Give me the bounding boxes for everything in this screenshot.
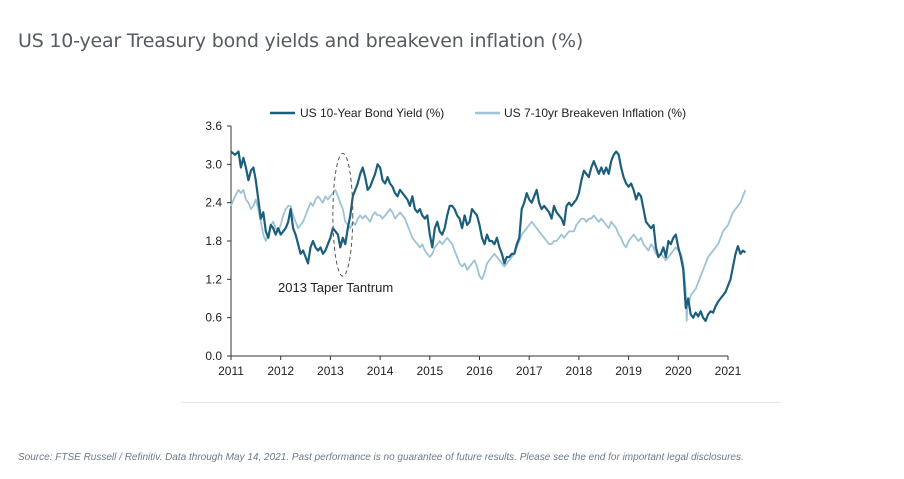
y-tick-label: 3.0 [205,157,222,171]
x-tick-label: 2018 [566,364,593,378]
taper-tantrum-ellipse [332,152,354,277]
series-line-breakeven [230,189,747,322]
y-tick-label: 1.2 [205,272,222,286]
annotation-label: 2013 Taper Tantrum [278,280,393,295]
series-lines [230,150,747,322]
series-line-yield [230,150,747,322]
y-tick-label: 0.0 [205,349,222,363]
y-tick-label: 2.4 [205,196,222,210]
x-tick-label: 2012 [267,364,294,378]
divider [181,402,781,403]
x-tick-label: 2015 [416,364,443,378]
x-tick-label: 2017 [516,364,543,378]
legend-label-breakeven: US 7-10yr Breakeven Inflation (%) [504,106,686,120]
x-tick-label: 2016 [466,364,493,378]
x-tick-label: 2020 [665,364,692,378]
x-tick-label: 2013 [317,364,344,378]
page-title: US 10-year Treasury bond yields and brea… [18,30,584,52]
x-tick-label: 2011 [218,364,244,378]
annotation: 2013 Taper Tantrum [278,152,393,295]
axes: 0.0 0.6 1.2 1.8 2.4 3.0 3.6 2011 2012 2013 2014 201… [205,119,741,378]
x-tick-label: 2014 [367,364,394,378]
source-note: Source: FTSE Russell / Refinitiv. Data t… [18,452,744,463]
y-tick-label: 0.6 [205,311,222,325]
y-tick-label: 3.6 [205,119,222,133]
legend-label-yield: US 10-Year Bond Yield (%) [300,106,444,120]
x-tick-label: 2019 [615,364,642,378]
y-tick-label: 1.8 [205,234,222,248]
x-tick-label: 2021 [715,364,742,378]
legend: US 10-Year Bond Yield (%) US 7-10yr Brea… [270,106,686,120]
